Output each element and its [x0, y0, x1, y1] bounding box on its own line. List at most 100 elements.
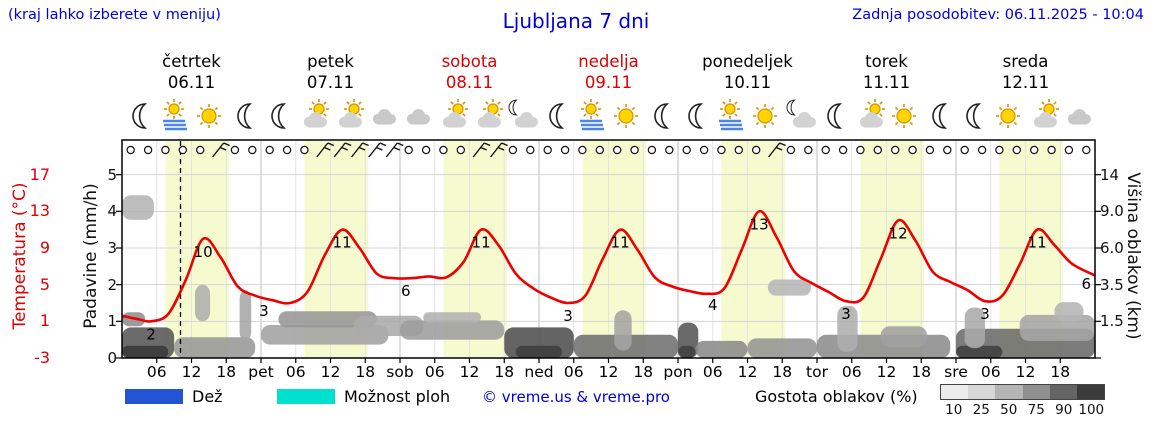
- temperature-value-label: 6: [1082, 275, 1092, 293]
- temperature-value-label: 3: [259, 302, 269, 320]
- wind-barb-icon: [768, 142, 786, 158]
- day-name: četrtek: [162, 52, 221, 71]
- x-axis-label: 06: [842, 363, 862, 381]
- wind-barb-icon: [490, 142, 508, 158]
- wind-calm-icon: [300, 145, 309, 155]
- wind-calm-icon: [560, 145, 570, 155]
- wind-calm-icon: [908, 145, 917, 155]
- cloud-layer: [695, 340, 748, 358]
- weather-icon-moon: [827, 103, 843, 129]
- day-date: 12.11: [1001, 73, 1050, 92]
- showers-legend-swatch: [277, 389, 335, 404]
- weather-icon-moon: [549, 103, 565, 129]
- cloud-density-scale: [940, 384, 1105, 400]
- cloud-density-swatch: [995, 385, 1023, 399]
- x-axis-label: 12: [738, 363, 758, 381]
- wind-calm-icon: [508, 145, 518, 155]
- weather-icon-fog-sun: [719, 99, 744, 131]
- precipitation-tick-label: 4: [107, 202, 117, 221]
- x-axis-label: 12: [321, 363, 341, 381]
- wind-barb-icon: [351, 142, 369, 158]
- wind-calm-icon: [647, 145, 657, 155]
- cloud-height-tick-label: 6.0: [1100, 239, 1124, 257]
- wind-calm-icon: [717, 145, 726, 155]
- wind-calm-icon: [1047, 145, 1056, 155]
- wind-calm-icon: [161, 145, 170, 155]
- x-axis-label: 18: [216, 363, 236, 381]
- precipitation-tick-label: 3: [107, 239, 117, 257]
- temperature-tick-label: 17: [29, 164, 50, 184]
- x-axis-label: pet: [248, 363, 273, 381]
- temperature-tick-label: -3: [34, 348, 50, 367]
- wind-calm-icon: [595, 145, 605, 155]
- cloud-density-tick: 10: [945, 402, 963, 418]
- location-hint: (kraj lahko izberete v meniju): [8, 7, 221, 23]
- weather-icon-moon: [653, 103, 669, 129]
- cloud-density-swatch: [968, 385, 996, 399]
- wind-calm-icon: [925, 145, 935, 155]
- wind-barb-icon: [333, 142, 352, 158]
- wind-barb-icon: [316, 142, 335, 158]
- wind-calm-icon: [977, 145, 987, 155]
- weather-icon-sun-cloud: [477, 99, 503, 128]
- copyright-link[interactable]: © vreme.us & vreme.pro: [482, 388, 670, 406]
- cloud-density-tick-labels: 10 25 50 75 90 100: [940, 402, 1105, 418]
- temperature-tick-label: 9: [39, 238, 50, 257]
- x-axis-label: 12: [599, 363, 619, 381]
- weather-icon-moon: [688, 103, 704, 129]
- wind-calm-icon: [1029, 145, 1039, 155]
- weather-icon-fog-sun: [163, 99, 188, 131]
- x-axis-label: 06: [147, 363, 167, 381]
- wind-calm-icon: [143, 145, 153, 155]
- cloud-layer: [747, 338, 817, 358]
- cloud-density-swatch: [1022, 385, 1050, 399]
- x-axis-label: 12: [877, 363, 897, 381]
- weather-icon-moon: [271, 103, 287, 129]
- temperature-curve: [121, 209, 1096, 323]
- cloud-density-tick: 75: [1027, 402, 1045, 418]
- cloud-density-tick: 100: [1078, 402, 1105, 418]
- cloud-layer: [880, 326, 927, 347]
- cloud-layer: [195, 284, 211, 322]
- wind-calm-icon: [630, 145, 639, 155]
- cloud-layer: [767, 279, 812, 296]
- temperature-value-label: 12: [889, 225, 908, 243]
- weather-icon-moon: [966, 103, 982, 129]
- day-date: 07.11: [306, 73, 355, 92]
- temperature-value-label: 6: [401, 282, 411, 300]
- weather-icon-sun-cloud: [1033, 99, 1059, 128]
- precipitation-tick-label: 2: [107, 275, 117, 294]
- wind-calm-icon: [873, 145, 883, 155]
- day-name: petek: [307, 52, 354, 71]
- x-axis-label: 12: [1016, 363, 1036, 381]
- x-axis-label: sob: [386, 363, 413, 381]
- cloud-density-tick: 25: [972, 402, 990, 418]
- x-axis-label: 06: [703, 363, 723, 381]
- weather-icon-sun-cloud: [442, 99, 469, 128]
- wind-calm-icon: [804, 145, 813, 155]
- cloud-height-tick-label: 9.0: [1100, 202, 1124, 221]
- temperature-value-label: 13: [750, 215, 769, 233]
- cloud-density-tick: 50: [1000, 402, 1018, 418]
- weather-icon-fog-sun: [580, 99, 605, 131]
- wind-calm-icon: [699, 145, 709, 155]
- x-axis-label: pon: [663, 363, 692, 381]
- weather-icon-sun: [752, 104, 777, 128]
- wind-calm-icon: [578, 145, 587, 155]
- weather-icon-cloud: [1067, 109, 1091, 125]
- cloud-layer: [122, 345, 169, 358]
- weather-icon-moon-cloud: [786, 99, 816, 128]
- cloud-height-tick-label: 1.5: [1100, 312, 1124, 331]
- x-axis-label: 06: [286, 363, 306, 381]
- cloud-height-tick-label: 14: [1100, 165, 1120, 184]
- wind-calm-icon: [960, 145, 969, 155]
- weather-icon-cloud: [372, 109, 396, 125]
- wind-calm-icon: [248, 145, 257, 155]
- cloud-density-swatch: [1076, 385, 1105, 399]
- wind-calm-icon: [821, 145, 830, 155]
- day-date: 06.11: [167, 73, 216, 92]
- x-axis-label: 18: [911, 363, 931, 381]
- cloud-height-tick-label: 3.5: [1100, 275, 1124, 294]
- wind-calm-icon: [1064, 145, 1074, 155]
- temperature-value-label: 3: [841, 305, 851, 323]
